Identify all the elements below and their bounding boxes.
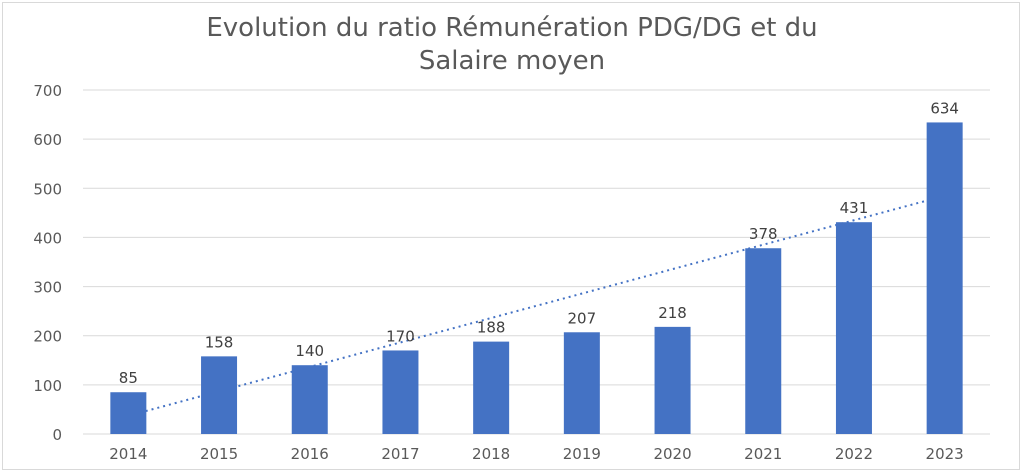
y-tick-label-300: 300 [33, 279, 62, 297]
x-tick-label-2019: 2019 [563, 445, 601, 463]
bar-2016 [291, 365, 328, 434]
bar-2017 [382, 350, 419, 434]
y-tick-label-700: 700 [33, 82, 62, 100]
data-label-2020: 218 [658, 304, 687, 322]
y-axis-tick-labels: 0 100 200 300 400 500 600 700 [33, 82, 62, 444]
chart-title-line-1: Evolution du ratio Rémunération PDG/DG e… [206, 13, 818, 43]
data-label-2015: 158 [205, 333, 234, 351]
bar-2015 [201, 356, 238, 434]
chart-title-line-2: Salaire moyen [418, 46, 606, 76]
x-axis-tick-labels: 2014 2015 2016 2017 2018 2019 2020 2021 2022 2023 [109, 445, 963, 463]
x-tick-label-2015: 2015 [200, 445, 238, 463]
y-tick-label-0: 0 [52, 426, 62, 444]
x-tick-label-2022: 2022 [835, 445, 873, 463]
y-tick-label-100: 100 [33, 377, 62, 395]
y-tick-label-600: 600 [33, 131, 62, 149]
y-tick-label-500: 500 [33, 180, 62, 198]
x-tick-label-2018: 2018 [472, 445, 510, 463]
x-tick-label-2016: 2016 [291, 445, 329, 463]
y-tick-label-200: 200 [33, 328, 62, 346]
bars [110, 122, 963, 434]
data-label-2014: 85 [119, 369, 138, 387]
x-tick-label-2021: 2021 [744, 445, 782, 463]
bar-2018 [473, 341, 510, 434]
x-tick-label-2023: 2023 [926, 445, 964, 463]
bar-2022 [835, 222, 872, 434]
y-tick-label-400: 400 [33, 229, 62, 247]
bar-2023 [926, 122, 963, 434]
bar-2020 [654, 326, 691, 434]
x-tick-label-2017: 2017 [381, 445, 419, 463]
chart-title: Evolution du ratio Rémunération PDG/DG e… [0, 12, 1024, 78]
data-label-2019: 207 [568, 309, 597, 327]
data-label-2016: 140 [295, 342, 324, 360]
bar-2021 [745, 248, 782, 434]
bar-2019 [563, 332, 600, 434]
data-label-2017: 170 [386, 327, 415, 345]
x-tick-label-2014: 2014 [109, 445, 147, 463]
data-label-2022: 431 [840, 199, 869, 217]
data-labels: 85 158 140 170 188 207 218 378 431 634 [119, 99, 959, 387]
data-label-2023: 634 [930, 99, 959, 117]
data-label-2021: 378 [749, 225, 778, 243]
x-tick-label-2020: 2020 [653, 445, 691, 463]
data-label-2018: 188 [477, 319, 506, 337]
trendline [128, 194, 945, 417]
